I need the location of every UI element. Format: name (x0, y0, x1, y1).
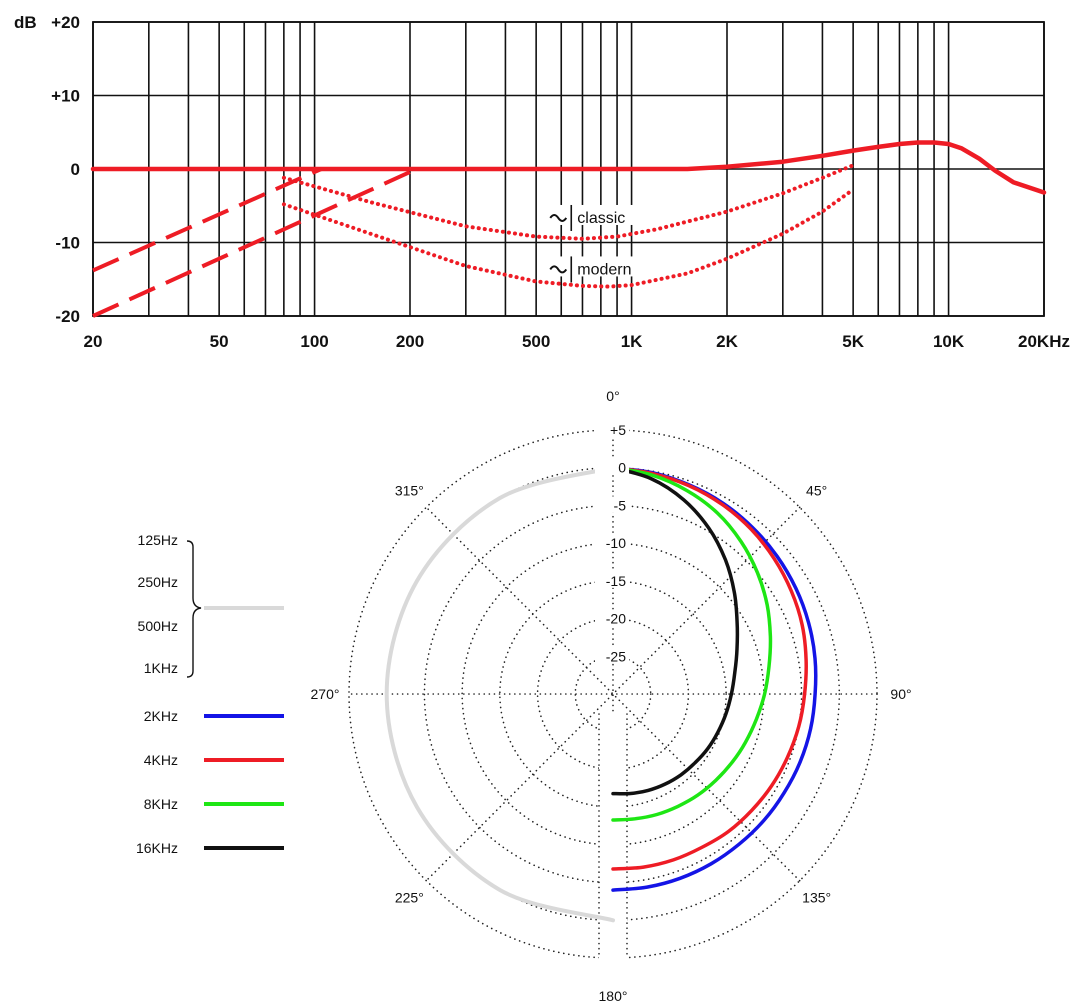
legend-group-label: 500Hz (138, 618, 178, 634)
legend-group-label: 125Hz (138, 532, 178, 548)
polar-ring-label: -15 (606, 573, 626, 589)
ring-label-bg (595, 609, 629, 626)
fr-labels: dB 20 50 100 200 500 1K 2K 5K 10K 20KHz +20 +10 0 -10… (14, 13, 1070, 351)
polar-series-125Hz-250Hz-500Hz-1KHz (384, 465, 615, 923)
legend-group-label: 1KHz (144, 660, 178, 676)
legend-item-label: 8KHz (144, 796, 178, 812)
polar-ring-label: -25 (606, 648, 626, 664)
ring-label-bg (595, 534, 629, 551)
fr-series-main-response (90, 140, 1047, 195)
fr-y-tick-label: 0 (71, 160, 80, 179)
legend-item-label: 16KHz (136, 840, 178, 856)
polar-angle-label: 135° (802, 890, 831, 906)
ring-label-bg (595, 421, 629, 437)
fr-annotation-label: modern (577, 261, 631, 278)
fr-x-tick-label: 500 (522, 332, 550, 351)
polar-series (384, 465, 818, 923)
fr-annotation-bg (546, 204, 639, 225)
fr-annotation-label: classic (577, 210, 625, 227)
polar-angle-label: 90° (890, 686, 911, 702)
fr-x-tick-label: 20 (84, 332, 103, 351)
polar-pattern-chart: +5 0 -5 -10 -15 -20 -25 0° 45° 90° 135° 180° 225° 270… (136, 388, 912, 1001)
legend-group-label: 250Hz (138, 574, 178, 590)
polar-ring-label: -10 (606, 535, 626, 551)
polar-series-8KHz (611, 465, 773, 822)
legend-brace-icon (186, 540, 202, 678)
fr-series-low-cut-1 (92, 167, 323, 273)
polar-ring-label: -5 (614, 497, 627, 513)
fr-x-tick-label: 5K (842, 332, 864, 351)
fr-annotation-bg (546, 256, 639, 277)
ring-label-bg (595, 647, 629, 664)
polar-series-16KHz (611, 465, 740, 796)
legend-item-label: 4KHz (144, 752, 178, 768)
ring-label-bg (595, 458, 629, 475)
fr-series-modern (281, 187, 856, 289)
fr-x-tick-label: 2K (716, 332, 738, 351)
fr-series (90, 140, 1047, 318)
polar-ring (574, 655, 652, 733)
polar-ring-label: +5 (610, 422, 626, 438)
polar-angle-label: 315° (395, 482, 424, 498)
fr-x-tick-label: 1K (621, 332, 643, 351)
fr-series-low-cut-2 (92, 167, 418, 318)
polar-series-2KHz (611, 465, 818, 892)
fr-y-tick-label: +20 (51, 13, 80, 32)
ring-label-bg (595, 571, 629, 588)
fr-y-tick-label: -10 (55, 234, 80, 253)
fr-ylabel: dB (14, 13, 37, 32)
polar-legend: 125Hz 250Hz 500Hz 1KHz 2KHz 4KHz 8KHz 16KHz (136, 532, 284, 856)
fr-x-tick-label: 10K (933, 332, 965, 351)
polar-angle-label: 270° (311, 686, 340, 702)
polar-series-4KHz (611, 465, 808, 871)
polar-angle-label: 180° (599, 988, 628, 1001)
polar-ring-label: 0 (618, 460, 626, 476)
fr-x-tick-label: 50 (210, 332, 229, 351)
legend-item-label: 2KHz (144, 708, 178, 724)
ring-label-bg (595, 496, 629, 513)
frequency-response-chart: dB 20 50 100 200 500 1K 2K 5K 10K 20KHz +20 +10 0 -10… (14, 13, 1070, 351)
polar-labels: +5 0 -5 -10 -15 -20 -25 0° 45° 90° 135° 180° 225° 270… (311, 388, 912, 1001)
tilde-icon (549, 213, 568, 222)
polar-ring-label: -20 (606, 611, 626, 627)
fr-series-classic (281, 163, 856, 241)
tilde-icon (549, 265, 568, 274)
polar-angle-label: 0° (606, 388, 619, 404)
polar-angle-label: 225° (395, 890, 424, 906)
polar-ring (499, 580, 727, 808)
fr-annotation-modern: modern (546, 256, 639, 283)
polar-axis-gap (599, 714, 627, 962)
fr-x-tick-label: 20KHz (1018, 332, 1070, 351)
fr-x-tick-label: 100 (300, 332, 328, 351)
fr-y-tick-label: -20 (55, 307, 80, 326)
fr-annotation-classic: classic (546, 204, 639, 231)
fr-y-tick-label: +10 (51, 87, 80, 106)
fr-x-tick-label: 200 (396, 332, 424, 351)
polar-angle-label: 45° (806, 482, 827, 498)
